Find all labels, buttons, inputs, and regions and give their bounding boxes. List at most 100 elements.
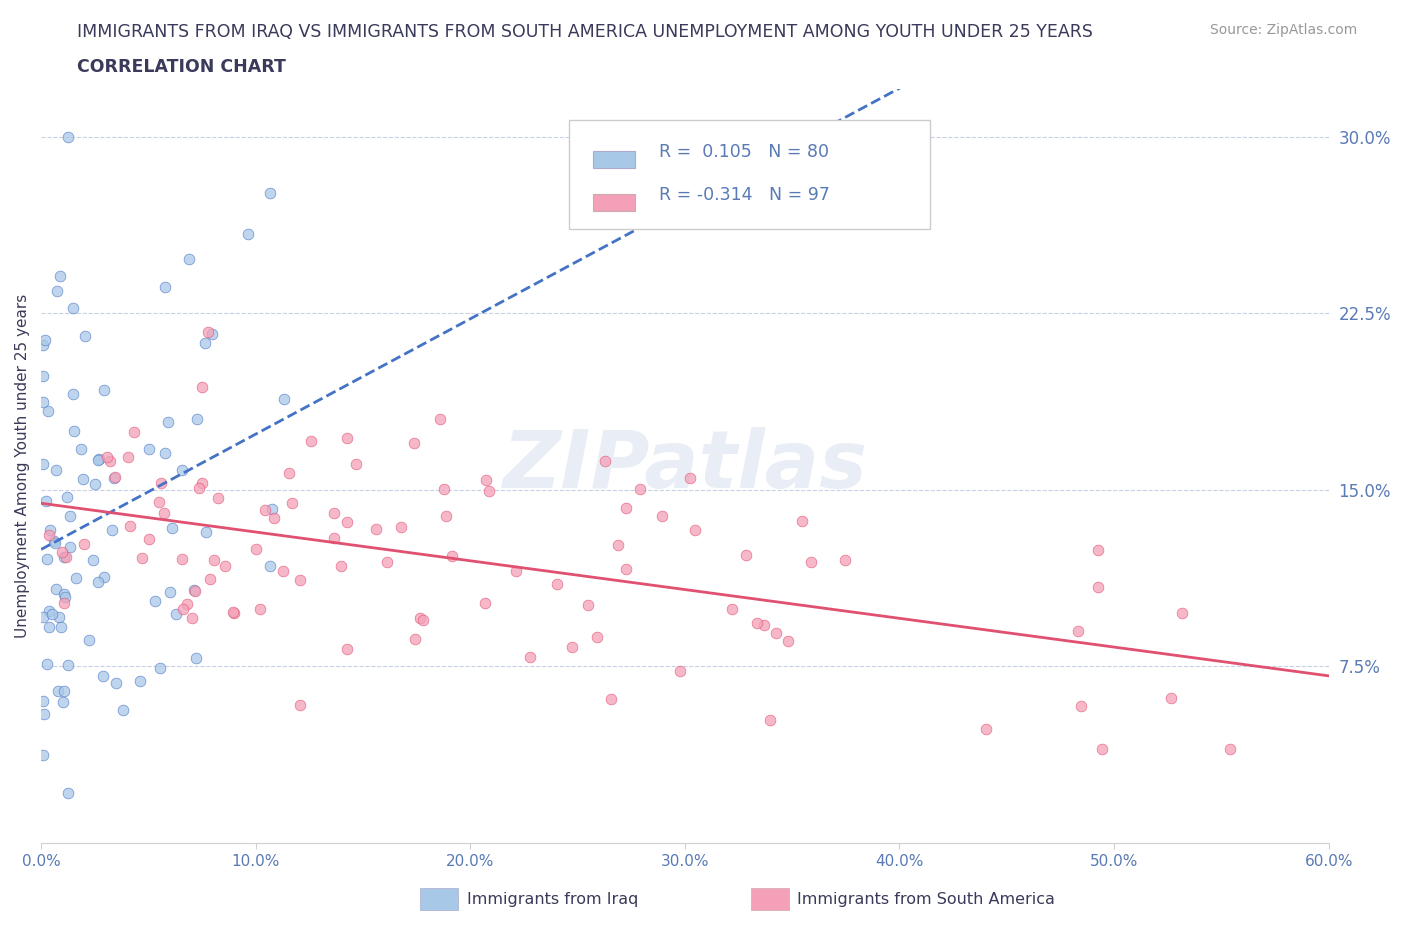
Point xyxy=(281,495,304,510)
Point xyxy=(45,462,67,477)
Point xyxy=(1219,741,1241,756)
Point xyxy=(32,338,55,352)
Point xyxy=(160,521,183,536)
Point xyxy=(32,457,55,472)
Point xyxy=(177,251,200,266)
Text: Immigrants from Iraq: Immigrants from Iraq xyxy=(467,892,638,907)
Point xyxy=(87,452,110,467)
Point xyxy=(614,501,637,516)
Point xyxy=(194,336,217,351)
Text: Immigrants from South America: Immigrants from South America xyxy=(797,892,1054,907)
Point xyxy=(600,691,623,706)
Point xyxy=(58,786,80,801)
Point xyxy=(721,602,744,617)
Point xyxy=(112,703,135,718)
Point xyxy=(35,493,58,508)
Point xyxy=(184,584,207,599)
Point xyxy=(149,475,172,490)
Point xyxy=(364,521,387,536)
Point xyxy=(288,573,311,588)
Point xyxy=(38,528,60,543)
Text: R =  0.105   N = 80: R = 0.105 N = 80 xyxy=(659,143,830,161)
Point xyxy=(72,472,94,486)
Point xyxy=(441,548,464,563)
Point xyxy=(1070,698,1092,713)
Point xyxy=(628,482,651,497)
Point xyxy=(776,634,799,649)
Point xyxy=(148,494,170,509)
Point xyxy=(412,612,434,627)
Point xyxy=(37,404,59,418)
Point xyxy=(131,551,153,565)
Point xyxy=(389,519,412,534)
Point xyxy=(51,619,73,634)
Point xyxy=(322,506,344,521)
Point xyxy=(32,707,55,722)
Point xyxy=(519,650,541,665)
Point xyxy=(299,433,322,448)
Point xyxy=(758,712,780,727)
Point xyxy=(32,368,55,383)
Point xyxy=(576,597,599,612)
Point xyxy=(53,684,76,698)
Point xyxy=(153,279,176,294)
Point xyxy=(1067,624,1090,639)
Point xyxy=(790,514,813,529)
Point xyxy=(236,227,259,242)
Point xyxy=(53,549,76,564)
Point xyxy=(56,658,79,672)
Point xyxy=(53,595,76,610)
Point xyxy=(117,449,139,464)
Point xyxy=(91,669,114,684)
Point xyxy=(201,326,224,341)
Point xyxy=(765,626,787,641)
Point xyxy=(329,558,352,573)
Point xyxy=(1091,741,1114,756)
Point xyxy=(186,650,208,665)
Point xyxy=(183,583,205,598)
Point xyxy=(593,453,616,468)
Point xyxy=(546,576,568,591)
Point xyxy=(259,185,281,200)
Point xyxy=(101,522,124,537)
Point xyxy=(436,508,458,523)
Point xyxy=(83,477,105,492)
Point xyxy=(77,633,100,648)
Point xyxy=(188,481,211,496)
Point xyxy=(51,544,73,559)
Text: IMMIGRANTS FROM IRAQ VS IMMIGRANTS FROM SOUTH AMERICA UNEMPLOYMENT AMONG YOUTH U: IMMIGRANTS FROM IRAQ VS IMMIGRANTS FROM … xyxy=(77,23,1094,41)
Point xyxy=(149,660,172,675)
Point xyxy=(104,676,127,691)
Point xyxy=(800,555,823,570)
Point xyxy=(224,605,246,620)
Point xyxy=(172,602,194,617)
Point xyxy=(263,511,285,525)
Point xyxy=(207,490,229,505)
Point xyxy=(336,641,359,656)
Point xyxy=(433,482,456,497)
Point xyxy=(607,538,630,552)
Point xyxy=(156,415,179,430)
Point xyxy=(49,269,72,284)
Point xyxy=(87,451,110,466)
Point xyxy=(245,541,267,556)
Point xyxy=(37,551,59,566)
Point xyxy=(37,657,59,671)
Point xyxy=(375,554,398,569)
Point xyxy=(56,129,79,144)
Point xyxy=(63,424,86,439)
Point xyxy=(32,395,55,410)
Point xyxy=(172,462,194,477)
Point xyxy=(45,582,67,597)
Point xyxy=(98,454,121,469)
Y-axis label: Unemployment Among Youth under 25 years: Unemployment Among Youth under 25 years xyxy=(15,294,30,638)
Point xyxy=(176,596,198,611)
Point xyxy=(44,533,66,548)
Point xyxy=(409,610,432,625)
Point xyxy=(474,596,496,611)
Point xyxy=(669,663,692,678)
Point xyxy=(614,562,637,577)
Point xyxy=(172,551,194,566)
Point xyxy=(222,604,245,619)
Point xyxy=(122,425,145,440)
